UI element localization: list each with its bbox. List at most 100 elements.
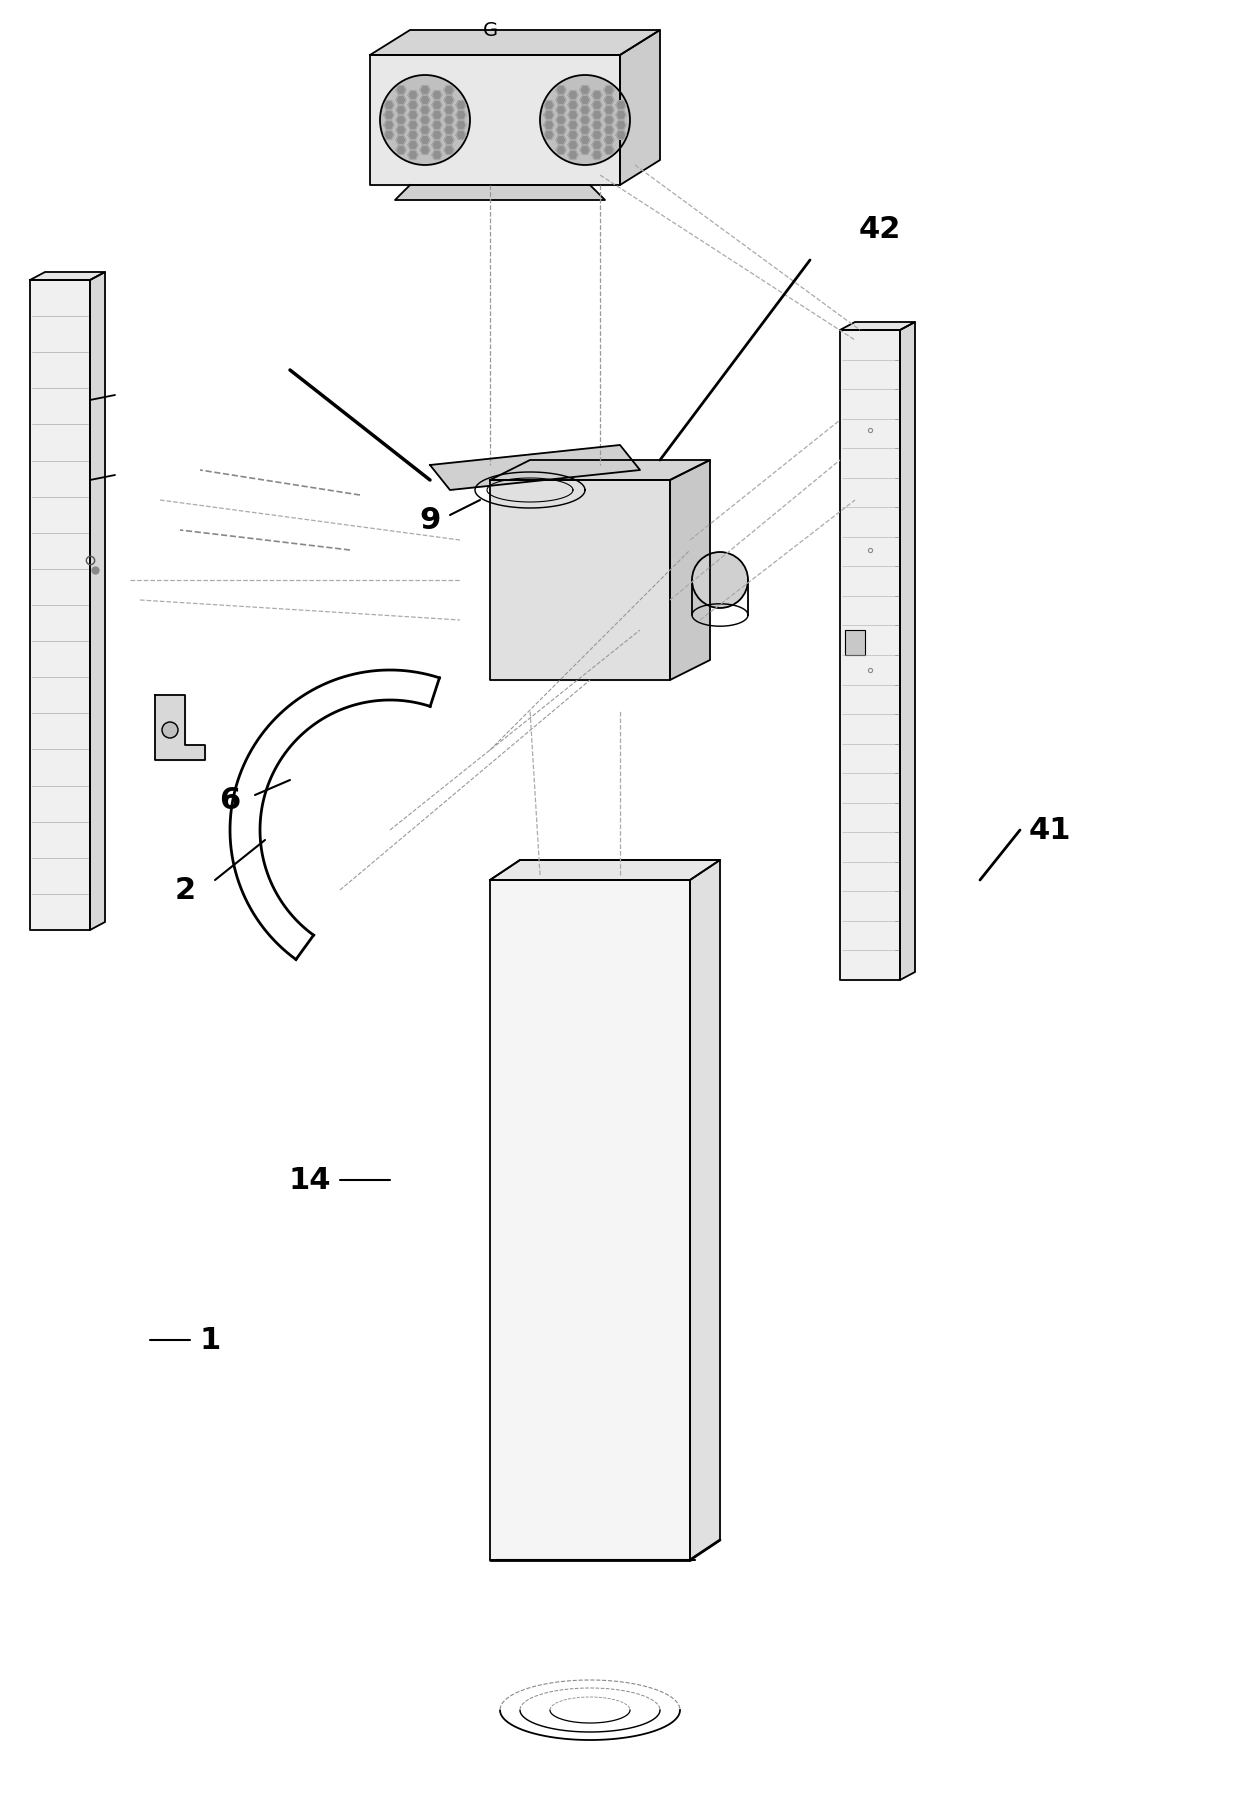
Polygon shape: [408, 150, 418, 159]
Polygon shape: [384, 121, 394, 129]
Text: 9: 9: [419, 505, 440, 534]
Polygon shape: [568, 110, 578, 119]
Polygon shape: [580, 85, 590, 94]
Polygon shape: [396, 185, 605, 199]
Polygon shape: [544, 121, 554, 129]
Polygon shape: [604, 85, 614, 94]
Polygon shape: [591, 110, 601, 119]
Polygon shape: [580, 136, 590, 145]
Polygon shape: [568, 150, 578, 159]
Polygon shape: [604, 136, 614, 145]
Polygon shape: [444, 136, 454, 145]
Polygon shape: [616, 110, 626, 119]
Polygon shape: [604, 125, 614, 134]
Polygon shape: [556, 136, 565, 145]
Polygon shape: [432, 150, 441, 159]
Polygon shape: [580, 145, 590, 154]
Polygon shape: [580, 96, 590, 105]
Polygon shape: [444, 116, 454, 125]
Polygon shape: [430, 445, 640, 491]
Polygon shape: [444, 145, 454, 154]
Polygon shape: [155, 695, 205, 760]
Text: 1: 1: [200, 1325, 221, 1354]
Polygon shape: [568, 101, 578, 109]
Polygon shape: [490, 860, 720, 880]
Polygon shape: [580, 105, 590, 114]
Polygon shape: [591, 130, 601, 139]
Polygon shape: [420, 85, 430, 94]
Polygon shape: [444, 105, 454, 114]
Text: 14: 14: [289, 1166, 331, 1195]
Polygon shape: [604, 116, 614, 125]
Polygon shape: [556, 145, 565, 154]
Polygon shape: [490, 460, 711, 480]
Polygon shape: [444, 96, 454, 105]
Polygon shape: [444, 125, 454, 134]
Polygon shape: [604, 105, 614, 114]
Polygon shape: [420, 116, 430, 125]
Polygon shape: [591, 101, 601, 109]
Polygon shape: [408, 90, 418, 100]
Polygon shape: [490, 880, 689, 1560]
Polygon shape: [396, 125, 405, 134]
Polygon shape: [420, 105, 430, 114]
Polygon shape: [544, 110, 554, 119]
Text: 42: 42: [859, 215, 901, 244]
Bar: [844, 630, 866, 655]
Polygon shape: [408, 141, 418, 150]
Polygon shape: [568, 130, 578, 139]
Polygon shape: [432, 101, 441, 109]
Polygon shape: [432, 141, 441, 150]
Polygon shape: [620, 31, 660, 185]
Polygon shape: [556, 85, 565, 94]
Polygon shape: [456, 121, 466, 129]
Polygon shape: [408, 101, 418, 109]
Polygon shape: [30, 281, 91, 930]
Polygon shape: [432, 90, 441, 100]
Circle shape: [692, 552, 748, 608]
Polygon shape: [432, 130, 441, 139]
Text: G: G: [482, 20, 497, 40]
Polygon shape: [568, 141, 578, 150]
Polygon shape: [568, 121, 578, 129]
Polygon shape: [432, 121, 441, 129]
Polygon shape: [568, 90, 578, 100]
Polygon shape: [420, 125, 430, 134]
Polygon shape: [689, 860, 720, 1560]
Polygon shape: [396, 145, 405, 154]
Polygon shape: [591, 150, 601, 159]
Polygon shape: [670, 460, 711, 681]
Polygon shape: [370, 54, 620, 185]
Polygon shape: [556, 105, 565, 114]
Polygon shape: [432, 110, 441, 119]
Polygon shape: [91, 272, 105, 930]
Polygon shape: [604, 96, 614, 105]
Polygon shape: [839, 322, 915, 329]
Polygon shape: [591, 141, 601, 150]
Circle shape: [539, 74, 630, 165]
Polygon shape: [900, 322, 915, 979]
Circle shape: [379, 74, 470, 165]
Polygon shape: [420, 145, 430, 154]
Polygon shape: [396, 96, 405, 105]
Polygon shape: [839, 329, 900, 979]
Polygon shape: [580, 116, 590, 125]
Polygon shape: [490, 480, 670, 681]
Polygon shape: [544, 101, 554, 109]
Polygon shape: [556, 116, 565, 125]
Polygon shape: [396, 105, 405, 114]
Polygon shape: [370, 31, 660, 54]
Polygon shape: [396, 116, 405, 125]
Circle shape: [162, 722, 179, 738]
Polygon shape: [444, 85, 454, 94]
Polygon shape: [456, 130, 466, 139]
Polygon shape: [456, 110, 466, 119]
Polygon shape: [420, 96, 430, 105]
Polygon shape: [396, 85, 405, 94]
Polygon shape: [384, 130, 394, 139]
Polygon shape: [616, 121, 626, 129]
Polygon shape: [408, 121, 418, 129]
Polygon shape: [556, 125, 565, 134]
Polygon shape: [544, 130, 554, 139]
Polygon shape: [396, 136, 405, 145]
